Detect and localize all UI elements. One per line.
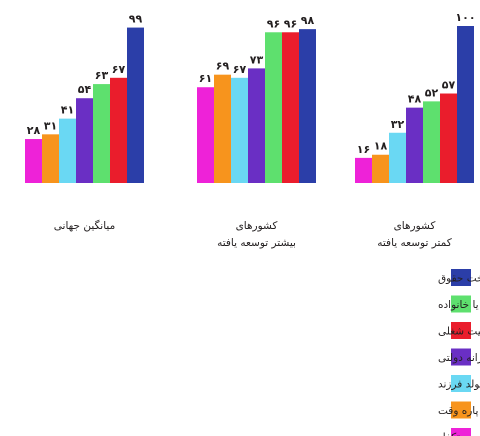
legend-label-2: کمک هزینه کودک یا خانواده bbox=[438, 299, 480, 311]
value-label-g1-s2: ۹۶ bbox=[267, 17, 280, 30]
value-label-g2-s0: ۹۹ bbox=[129, 13, 143, 26]
value-label-g2-s2: ۶۳ bbox=[95, 69, 109, 82]
legend-label-6: تخفیف مالیاتی برای فرزندان تحت تکفل bbox=[438, 432, 480, 436]
legend-swatch-5 bbox=[451, 401, 471, 419]
bar-g0-s6 bbox=[355, 157, 372, 183]
bar-g1-s1 bbox=[282, 32, 299, 183]
legend-label-3: مراقبت از کودکان با یارانه دولتی bbox=[438, 352, 480, 364]
category-label-g1-l1: بیشتر توسعه یافته bbox=[217, 237, 296, 249]
bar-g0-s5 bbox=[372, 154, 389, 183]
bars-layer bbox=[25, 26, 474, 183]
value-label-g2-s1: ۶۷ bbox=[112, 63, 126, 76]
bar-g2-s0 bbox=[127, 27, 144, 183]
value-label-g1-s6: ۶۱ bbox=[199, 72, 212, 85]
legend-label-4: پاداش تولد فرزند bbox=[438, 379, 480, 391]
bar-g0-s4 bbox=[389, 132, 406, 183]
legend-swatch-6 bbox=[451, 428, 471, 436]
legend-swatch-3 bbox=[451, 348, 471, 366]
bar-g2-s1 bbox=[110, 77, 127, 183]
category-label-g2-l0: میانگین جهانی bbox=[54, 219, 115, 232]
legend-label-5: ساعات کاری شناور یا پاره وقت bbox=[438, 405, 480, 417]
bar-g1-s3 bbox=[248, 68, 265, 183]
value-label-g0-s6: ۱۶ bbox=[357, 143, 370, 156]
bar-g1-s6 bbox=[197, 87, 214, 183]
category-label-g1-l0: کشورهای bbox=[236, 220, 278, 232]
legend-label-1: مرخصی پدری با امنیت شغلی bbox=[438, 326, 480, 338]
bar-g0-s3 bbox=[406, 107, 423, 183]
value-label-g2-s6: ۲۸ bbox=[27, 124, 41, 137]
bar-g0-s1 bbox=[440, 93, 457, 183]
category-labels-layer: کشورهای کمتر توسعه یافته کشورهای بیشتر توسع… bbox=[54, 219, 452, 249]
value-label-g2-s4: ۴۱ bbox=[61, 104, 74, 117]
legend-swatch-2 bbox=[451, 295, 471, 313]
value-label-g1-s5: ۶۹ bbox=[216, 60, 230, 73]
bar-g1-s4 bbox=[231, 77, 248, 183]
legend: مرخصی زایمان با امنیت شغلی - با یا بدون … bbox=[438, 269, 480, 436]
value-label-g1-s3: ۷۳ bbox=[250, 53, 264, 66]
bar-g0-s0 bbox=[457, 26, 474, 183]
value-label-g1-s4: ۶۷ bbox=[233, 63, 247, 76]
legend-swatch-1 bbox=[451, 322, 471, 339]
bar-g1-s5 bbox=[214, 74, 231, 183]
bar-g0-s2 bbox=[423, 101, 440, 183]
value-label-g0-s1: ۵۷ bbox=[442, 79, 456, 92]
legend-swatch-4 bbox=[451, 375, 471, 392]
bar-g2-s2 bbox=[93, 84, 110, 183]
legend-swatch-0 bbox=[451, 269, 471, 286]
bar-g1-s2 bbox=[265, 32, 282, 183]
bar-g2-s6 bbox=[25, 139, 42, 183]
category-label-g0-l1: کمتر توسعه یافته bbox=[377, 237, 451, 249]
value-label-g0-s4: ۳۲ bbox=[391, 118, 405, 131]
value-labels-layer: ۱۰۰۵۷۵۲۴۸۳۲۱۸۱۶۹۸۹۶۹۶۷۳۶۷۶۹۶۱۹۹۶۷۶۳۵۴۴۱۳… bbox=[27, 11, 476, 156]
value-label-g1-s0: ۹۸ bbox=[301, 14, 315, 27]
value-label-g0-s5: ۱۸ bbox=[374, 140, 388, 153]
category-label-g0-l0: کشورهای bbox=[394, 220, 436, 232]
value-label-g0-s0: ۱۰۰ bbox=[455, 11, 475, 24]
value-label-g1-s1: ۹۶ bbox=[284, 17, 297, 30]
value-label-g2-s3: ۵۴ bbox=[78, 83, 92, 96]
value-label-g2-s5: ۳۱ bbox=[44, 119, 57, 132]
value-label-g0-s3: ۴۸ bbox=[408, 93, 422, 106]
bar-g1-s0 bbox=[299, 29, 316, 183]
bar-g2-s3 bbox=[76, 98, 93, 183]
legend-label-0: مرخصی زایمان با امنیت شغلی - با یا بدون … bbox=[438, 273, 480, 285]
bar-g2-s5 bbox=[42, 134, 59, 183]
value-label-g0-s2: ۵۲ bbox=[425, 86, 439, 99]
bar-g2-s4 bbox=[59, 118, 76, 183]
